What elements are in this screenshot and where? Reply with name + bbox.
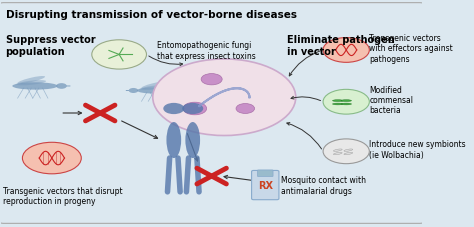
Ellipse shape	[344, 149, 353, 152]
Text: RX: RX	[258, 180, 273, 190]
Circle shape	[182, 104, 203, 115]
Text: Disrupting transmission of vector-borne diseases: Disrupting transmission of vector-borne …	[6, 10, 297, 20]
Ellipse shape	[137, 88, 177, 94]
Circle shape	[183, 103, 207, 115]
Circle shape	[92, 41, 146, 70]
Ellipse shape	[333, 153, 342, 155]
Text: Transgenic vectors
with effectors against
pathogens: Transgenic vectors with effectors agains…	[369, 34, 453, 63]
Ellipse shape	[18, 77, 45, 84]
Circle shape	[56, 84, 67, 89]
Ellipse shape	[333, 149, 342, 152]
FancyBboxPatch shape	[252, 171, 279, 200]
Ellipse shape	[341, 100, 351, 102]
Ellipse shape	[12, 83, 58, 90]
Ellipse shape	[333, 100, 343, 102]
Circle shape	[236, 104, 255, 114]
Circle shape	[201, 74, 222, 86]
Ellipse shape	[185, 123, 200, 158]
Circle shape	[163, 104, 184, 115]
Text: Modified
commensal
bacteria: Modified commensal bacteria	[369, 85, 413, 115]
Ellipse shape	[341, 104, 351, 105]
Circle shape	[323, 139, 369, 164]
Text: Mosquito contact with
antimalarial drugs: Mosquito contact with antimalarial drugs	[281, 176, 366, 195]
Text: Entomopathogenic fungi
that express insect toxins: Entomopathogenic fungi that express inse…	[157, 41, 256, 60]
Circle shape	[323, 38, 369, 63]
Ellipse shape	[17, 81, 46, 86]
Ellipse shape	[141, 82, 166, 89]
Circle shape	[22, 143, 81, 174]
Circle shape	[153, 60, 296, 136]
Text: Eliminate pathogen
in vector: Eliminate pathogen in vector	[287, 35, 395, 57]
FancyBboxPatch shape	[257, 170, 273, 177]
Circle shape	[129, 89, 138, 94]
Circle shape	[323, 90, 369, 115]
Ellipse shape	[333, 104, 343, 105]
FancyBboxPatch shape	[0, 4, 424, 223]
Text: Transgenic vectors that disrupt
reproduction in progeny: Transgenic vectors that disrupt reproduc…	[3, 186, 123, 205]
Ellipse shape	[344, 153, 353, 155]
Ellipse shape	[140, 86, 167, 91]
Text: Suppress vector
population: Suppress vector population	[6, 35, 95, 57]
Text: Introduce new symbionts
(ie Wolbachia): Introduce new symbionts (ie Wolbachia)	[369, 140, 466, 159]
Ellipse shape	[166, 123, 181, 158]
